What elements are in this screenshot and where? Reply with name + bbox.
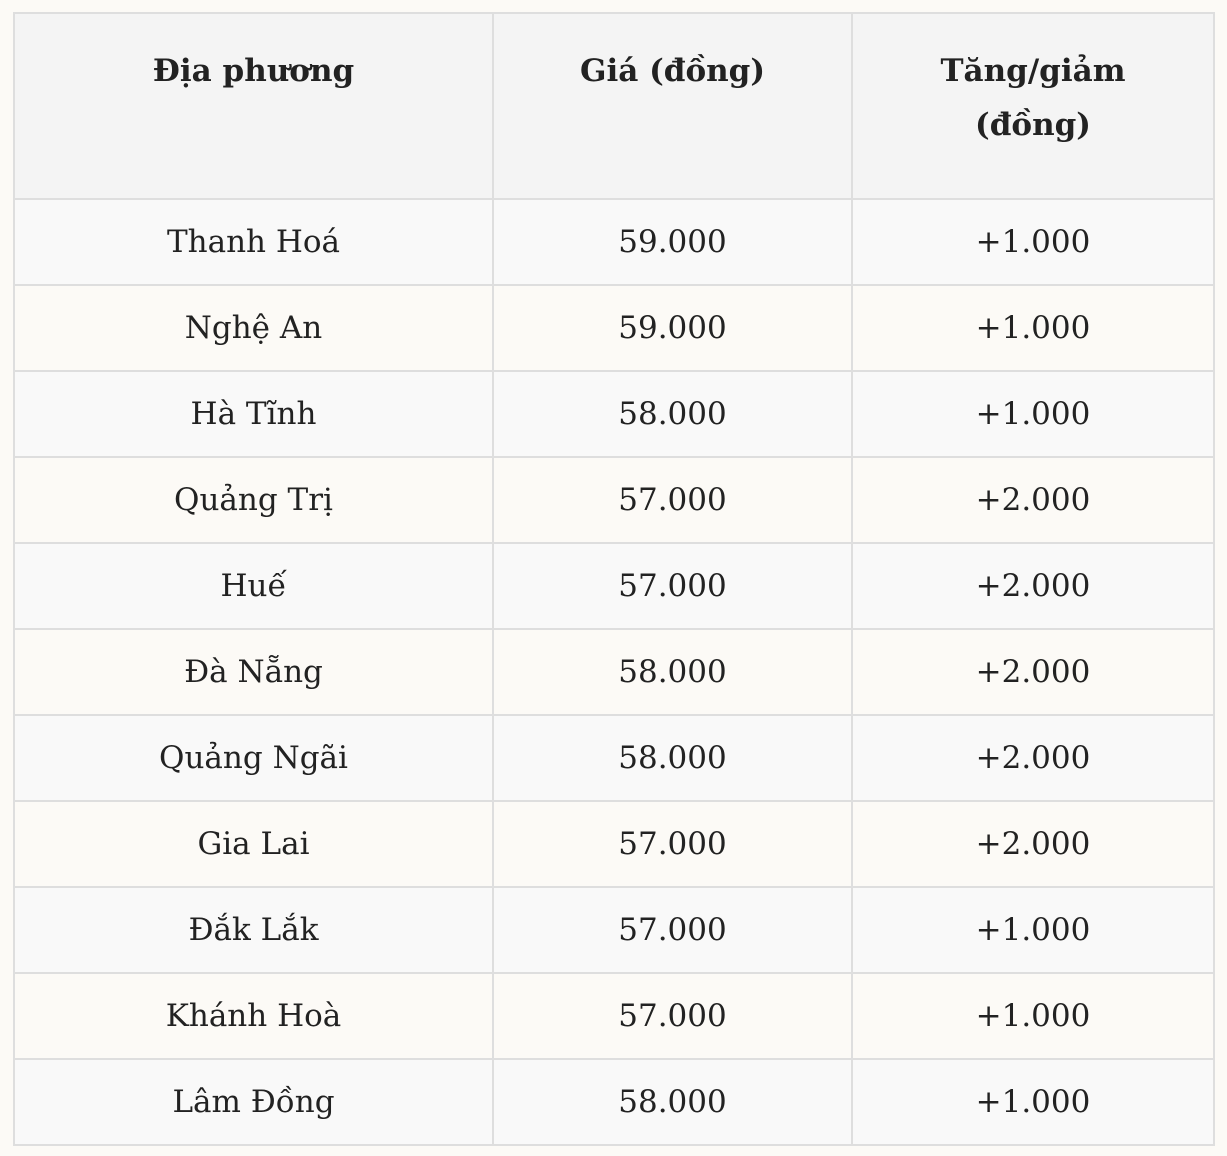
cell-change: +1.000 — [851, 886, 1215, 974]
header-row: Địa phương Giá (đồng) Tăng/giảm (đồng) — [13, 12, 1215, 200]
cell-locality: Nghệ An — [13, 284, 494, 372]
cell-locality: Quảng Ngãi — [13, 714, 494, 802]
header-price: Giá (đồng) — [492, 12, 853, 200]
cell-change: +2.000 — [851, 456, 1215, 544]
cell-change: +1.000 — [851, 370, 1215, 458]
cell-locality: Lâm Đồng — [13, 1058, 494, 1146]
table-row: Thanh Hoá 59.000 +1.000 — [13, 198, 1215, 286]
cell-change: +2.000 — [851, 628, 1215, 716]
cell-change: +2.000 — [851, 800, 1215, 888]
cell-locality: Khánh Hoà — [13, 972, 494, 1060]
table-row: Quảng Ngãi 58.000 +2.000 — [13, 714, 1215, 802]
table-row: Khánh Hoà 57.000 +1.000 — [13, 972, 1215, 1060]
price-table: Địa phương Giá (đồng) Tăng/giảm (đồng) T… — [13, 12, 1215, 1146]
table-row: Lâm Đồng 58.000 +1.000 — [13, 1058, 1215, 1146]
table-row: Quảng Trị 57.000 +2.000 — [13, 456, 1215, 544]
header-locality: Địa phương — [13, 12, 494, 200]
table-row: Đắk Lắk 57.000 +1.000 — [13, 886, 1215, 974]
table-row: Huế 57.000 +2.000 — [13, 542, 1215, 630]
cell-locality: Đắk Lắk — [13, 886, 494, 974]
cell-price: 57.000 — [492, 972, 853, 1060]
cell-price: 57.000 — [492, 800, 853, 888]
cell-locality: Thanh Hoá — [13, 198, 494, 286]
cell-locality: Quảng Trị — [13, 456, 494, 544]
cell-locality: Hà Tĩnh — [13, 370, 494, 458]
table-row: Hà Tĩnh 58.000 +1.000 — [13, 370, 1215, 458]
table-row: Đà Nẵng 58.000 +2.000 — [13, 628, 1215, 716]
cell-price: 57.000 — [492, 542, 853, 630]
table-body: Thanh Hoá 59.000 +1.000 Nghệ An 59.000 +1.000… — [13, 198, 1215, 1146]
cell-change: +2.000 — [851, 714, 1215, 802]
header-change: Tăng/giảm (đồng) — [851, 12, 1215, 200]
table-row: Gia Lai 57.000 +2.000 — [13, 800, 1215, 888]
cell-price: 58.000 — [492, 714, 853, 802]
cell-change: +2.000 — [851, 542, 1215, 630]
cell-price: 57.000 — [492, 456, 853, 544]
cell-price: 58.000 — [492, 628, 853, 716]
cell-locality: Huế — [13, 542, 494, 630]
cell-price: 58.000 — [492, 370, 853, 458]
cell-change: +1.000 — [851, 972, 1215, 1060]
cell-locality: Đà Nẵng — [13, 628, 494, 716]
cell-price: 57.000 — [492, 886, 853, 974]
cell-change: +1.000 — [851, 1058, 1215, 1146]
cell-change: +1.000 — [851, 284, 1215, 372]
cell-locality: Gia Lai — [13, 800, 494, 888]
table-row: Nghệ An 59.000 +1.000 — [13, 284, 1215, 372]
cell-price: 59.000 — [492, 198, 853, 286]
cell-price: 59.000 — [492, 284, 853, 372]
cell-price: 58.000 — [492, 1058, 853, 1146]
cell-change: +1.000 — [851, 198, 1215, 286]
